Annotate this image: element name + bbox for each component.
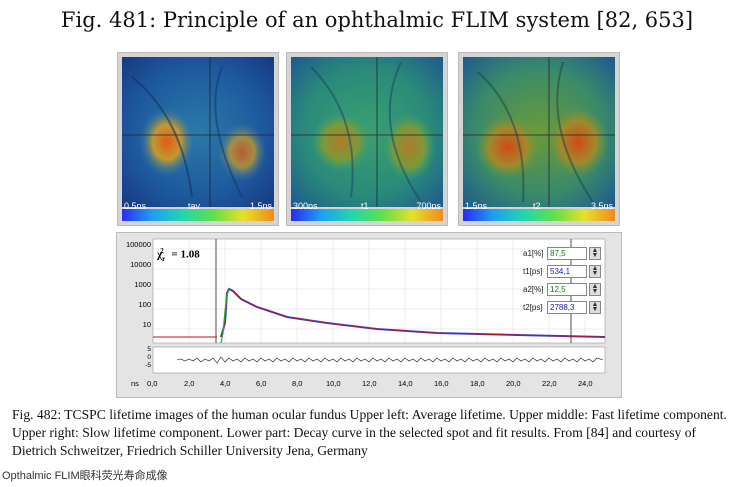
scale-max-label: 3.5ns <box>590 201 613 211</box>
chi-value: = 1.08 <box>171 248 200 261</box>
param-t1-spinner[interactable]: ▲ ▼ <box>589 265 601 278</box>
fundus-image-average <box>122 57 274 207</box>
y-axis-tick-labels: 100000 10000 1000 100 10 <box>117 235 151 335</box>
residual-tick: -5 <box>145 362 151 369</box>
x-tick-label: 8,0 <box>292 379 303 388</box>
param-label-a2: a2[%] <box>523 285 544 294</box>
x-tick-label: 18,0 <box>470 379 485 388</box>
x-tick-label: 0,0 <box>147 379 158 388</box>
residual-tick-labels: 5 0 -5 <box>139 346 151 370</box>
y-tick-label: 10000 <box>130 260 151 269</box>
param-a2-spinner[interactable]: ▲ ▼ <box>589 283 601 296</box>
residual-tick: 5 <box>147 346 151 353</box>
scale-min-label: 300ps <box>293 201 318 211</box>
figure-caption: Fig. 482: TCSPC lifetime images of the h… <box>12 407 727 458</box>
x-tick-label: 2,0 <box>184 379 195 388</box>
param-label-a1: a1[%] <box>523 249 544 258</box>
fundus-map-graphic <box>291 57 443 207</box>
x-tick-label: 12,0 <box>362 379 377 388</box>
decay-curve-plot <box>152 238 606 374</box>
chi-square-readout: χr2 = 1.08 <box>157 247 200 263</box>
y-tick-label: 1000 <box>134 280 151 289</box>
scale-name-label: tav <box>188 201 201 211</box>
param-t2-field[interactable]: 2788,3 <box>547 301 587 314</box>
color-scale-bar <box>463 209 615 221</box>
x-tick-label: 10,0 <box>326 379 341 388</box>
param-label-t1: t1[ps] <box>523 267 543 276</box>
residual-tick: 0 <box>147 354 151 361</box>
fundus-map-graphic <box>122 57 274 207</box>
x-tick-label: 14,0 <box>398 379 413 388</box>
fundus-map-graphic <box>463 57 615 207</box>
x-tick-label: 22,0 <box>542 379 557 388</box>
scale-min-label: 1.5ns <box>465 201 488 211</box>
chi-label: χ <box>157 248 163 261</box>
y-tick-label: 10 <box>142 320 151 329</box>
y-tick-label: 100000 <box>125 240 151 249</box>
scale-name-label: t1 <box>361 201 369 211</box>
param-t2-spinner[interactable]: ▲ ▼ <box>589 301 601 314</box>
lifetime-image-panel-t2: 1.5ns t2 3.5ns <box>458 52 620 226</box>
param-a2-field[interactable]: 12,5 <box>547 283 587 296</box>
lifetime-image-panel-t1: 300ps t1 700ps <box>286 52 448 226</box>
param-label-t2: t2[ps] <box>523 303 543 312</box>
scale-name-label: t2 <box>533 201 541 211</box>
scale-min-label: 0.5ns <box>124 201 147 211</box>
x-tick-label: 4,0 <box>220 379 231 388</box>
figure-title: Fig. 481: Principle of an ophthalmic FLI… <box>60 8 694 32</box>
x-tick-label: 6,0 <box>256 379 267 388</box>
color-scale-bar <box>122 209 274 221</box>
lifetime-image-panel-tav: 0.5ns tav 1.5ns <box>117 52 279 226</box>
color-scale-bar <box>291 209 443 221</box>
decay-curve-chart: χr2 = 1.08 100000 10000 1000 100 10 5 0 … <box>116 232 622 398</box>
x-tick-label: 20,0 <box>506 379 521 388</box>
x-axis-unit: ns <box>131 379 139 388</box>
param-a1-spinner[interactable]: ▲ ▼ <box>589 247 601 260</box>
param-t1-field[interactable]: 534,1 <box>547 265 587 278</box>
param-a1-field[interactable]: 87,5 <box>547 247 587 260</box>
scale-max-label: 1.5ns <box>249 201 272 211</box>
x-axis-tick-labels: 0,0 2,0 4,0 6,0 8,0 10,0 12,0 14,0 16,0 … <box>141 379 621 389</box>
footer-text: Opthalmic FLIM眼科荧光寿命成像 <box>2 470 168 482</box>
fundus-image-fast <box>291 57 443 207</box>
y-tick-label: 100 <box>138 300 151 309</box>
scale-max-label: 700ps <box>416 201 441 211</box>
x-tick-label: 24,0 <box>578 379 593 388</box>
x-tick-label: 16,0 <box>434 379 449 388</box>
fundus-image-slow <box>463 57 615 207</box>
